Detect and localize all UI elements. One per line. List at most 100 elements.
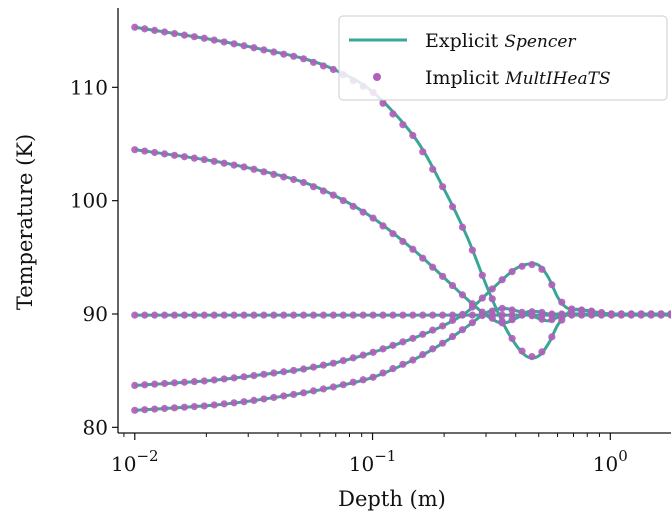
- implicit-point: [508, 334, 516, 343]
- implicit-point: [141, 406, 149, 414]
- implicit-point: [250, 371, 258, 380]
- implicit-point: [131, 23, 139, 31]
- implicit-point: [339, 311, 347, 319]
- implicit-point: [180, 378, 189, 386]
- implicit-point: [170, 29, 179, 38]
- implicit-point: [131, 381, 139, 389]
- implicit-point: [488, 307, 496, 315]
- implicit-point: [190, 33, 198, 41]
- implicit-point: [240, 163, 248, 171]
- x-tick-label: 10−1: [349, 447, 397, 476]
- legend-box: [338, 15, 668, 101]
- legend: Explicit Spencer Implicit MultIHeaTS: [338, 15, 668, 101]
- x-axis-label: Depth (m): [338, 487, 446, 511]
- implicit-point: [220, 375, 228, 383]
- implicit-point: [448, 332, 457, 341]
- x-tick-label: 100: [593, 447, 628, 476]
- implicit-point: [409, 245, 417, 253]
- x-ticks: 10−2 10−1 100: [111, 433, 628, 476]
- implicit-point: [141, 311, 149, 319]
- implicit-point: [329, 191, 337, 199]
- implicit-point: [151, 380, 159, 388]
- implicit-point: [498, 311, 506, 319]
- series-2: [131, 146, 671, 327]
- implicit-point: [399, 121, 407, 129]
- implicit-point: [309, 183, 318, 191]
- implicit-point: [151, 405, 159, 413]
- implicit-point: [369, 373, 377, 381]
- implicit-point: [538, 348, 546, 356]
- implicit-point: [548, 333, 556, 341]
- implicit-point: [260, 46, 268, 54]
- implicit-point: [280, 392, 288, 400]
- implicit-point: [597, 310, 606, 318]
- implicit-point: [419, 148, 427, 156]
- implicit-point: [488, 285, 496, 293]
- implicit-point: [419, 311, 427, 319]
- implicit-point: [448, 203, 457, 211]
- implicit-point: [319, 311, 328, 319]
- implicit-point: [359, 208, 367, 216]
- implicit-point: [379, 311, 387, 319]
- implicit-point: [180, 153, 189, 161]
- implicit-point: [180, 31, 189, 39]
- implicit-point: [220, 400, 228, 408]
- implicit-point: [141, 25, 149, 33]
- implicit-point: [270, 48, 278, 56]
- implicit-point: [250, 311, 258, 319]
- implicit-point: [429, 311, 437, 319]
- implicit-point: [230, 161, 238, 169]
- series-group: [131, 23, 671, 414]
- implicit-point: [270, 393, 278, 402]
- implicit-point: [409, 311, 417, 319]
- implicit-point: [141, 147, 149, 155]
- implicit-point: [369, 311, 377, 319]
- implicit-point: [478, 294, 486, 302]
- implicit-point: [458, 291, 467, 299]
- implicit-point: [429, 345, 437, 353]
- implicit-point: [369, 214, 377, 222]
- y-ticks: 80 90 100 110: [70, 75, 118, 439]
- implicit-point: [220, 159, 228, 167]
- implicit-point: [548, 281, 556, 289]
- y-tick-label: 90: [83, 302, 108, 326]
- implicit-point: [399, 237, 407, 246]
- implicit-point: [309, 58, 318, 66]
- implicit-point: [349, 378, 357, 386]
- implicit-point: [160, 150, 169, 158]
- implicit-point: [617, 310, 625, 318]
- implicit-point: [478, 311, 486, 320]
- implicit-point: [319, 62, 328, 70]
- implicit-point: [359, 376, 367, 384]
- implicit-point: [439, 322, 447, 330]
- implicit-point: [339, 381, 347, 389]
- implicit-point: [151, 148, 159, 157]
- implicit-point: [528, 353, 536, 361]
- implicit-point: [200, 402, 208, 410]
- implicit-point: [210, 376, 218, 384]
- implicit-point: [568, 310, 576, 318]
- implicit-point: [230, 40, 238, 48]
- implicit-point: [538, 315, 546, 323]
- implicit-point: [339, 357, 347, 365]
- implicit-point: [488, 295, 496, 303]
- implicit-point: [468, 246, 477, 254]
- implicit-point: [220, 311, 228, 319]
- implicit-point: [379, 345, 387, 353]
- implicit-point: [190, 402, 198, 411]
- implicit-point: [200, 377, 208, 385]
- implicit-point: [151, 26, 159, 35]
- implicit-point: [240, 373, 248, 381]
- implicit-point: [290, 175, 298, 184]
- implicit-point: [200, 155, 208, 164]
- implicit-point: [468, 303, 477, 311]
- implicit-point: [180, 311, 189, 319]
- y-tick-label: 100: [70, 189, 108, 213]
- implicit-point: [180, 403, 189, 411]
- implicit-point: [270, 369, 278, 377]
- implicit-point: [419, 254, 427, 262]
- explicit-line: [134, 148, 671, 325]
- implicit-point: [290, 52, 298, 60]
- implicit-point: [478, 271, 486, 279]
